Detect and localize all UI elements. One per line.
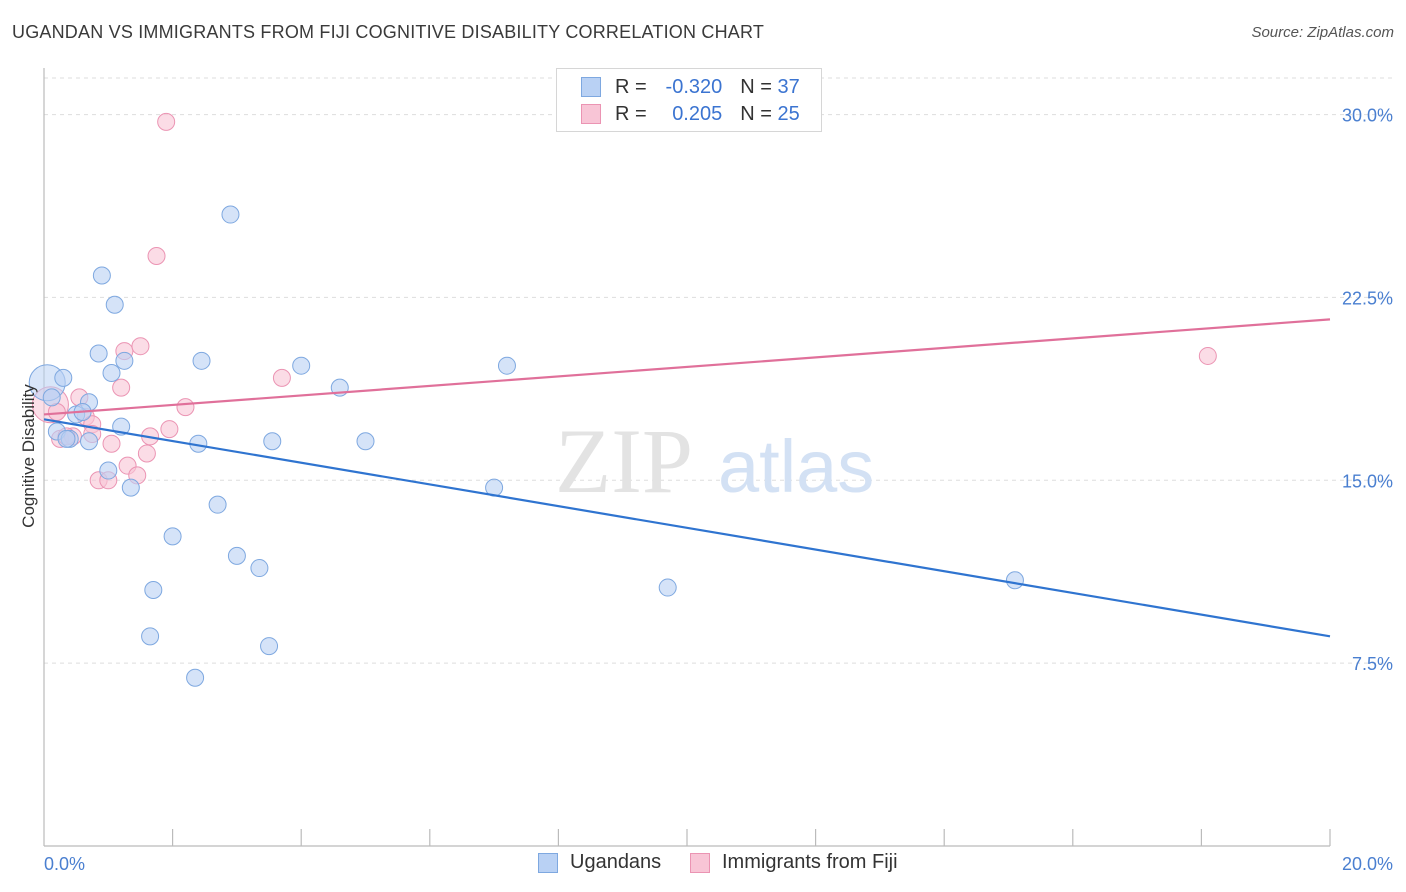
y-tick-label: 7.5% xyxy=(1352,654,1393,674)
legend-r-value: -0.320 xyxy=(665,75,723,98)
legend-box: R = -0.320 N = 37 R = 0.205 N = 25 xyxy=(556,68,822,132)
ugandans-point xyxy=(292,356,311,375)
ugandans-point xyxy=(208,495,227,514)
ugandans-point xyxy=(54,368,73,387)
bottom-legend-swatch-pink xyxy=(690,852,710,873)
chart-title: UGANDAN VS IMMIGRANTS FROM FIJI COGNITIV… xyxy=(12,22,765,42)
watermark-atlas: atlas xyxy=(718,425,874,508)
ugandans-point xyxy=(1005,571,1024,590)
tick-labels: 7.5% 15.0% 22.5% 30.0% 0.0% 20.0% xyxy=(44,106,1393,874)
ugandans-point xyxy=(80,432,99,451)
fiji-point xyxy=(137,444,156,463)
y-tick-label: 15.0% xyxy=(1342,471,1393,491)
grid-lines xyxy=(44,77,1392,664)
legend-r-value: 0.205 xyxy=(672,102,723,125)
ugandans-point xyxy=(57,429,76,448)
watermark: ZIP atlas xyxy=(555,410,874,512)
ugandans-point xyxy=(260,637,279,656)
ugandans-point xyxy=(356,432,375,451)
bottom-legend-fiji: Immigrants from Fiji xyxy=(690,851,898,874)
ugandans-point xyxy=(227,546,246,565)
ugandans-point xyxy=(192,351,211,370)
fiji-trend-line xyxy=(43,318,1331,416)
ugandans-point xyxy=(250,559,269,578)
ugandans-point xyxy=(186,668,205,687)
watermark-zip: ZIP xyxy=(555,410,693,512)
axes xyxy=(43,68,1331,847)
bottom-legend-swatch-blue xyxy=(538,852,558,873)
ugandans-point xyxy=(99,461,118,480)
ugandans-point xyxy=(144,581,163,599)
legend-swatch-pink xyxy=(581,104,601,124)
legend-row-ugandans: R = -0.320 N = 37 xyxy=(581,75,800,99)
trend-lines xyxy=(43,318,1331,638)
fiji-point xyxy=(160,420,179,439)
ugandans-point xyxy=(163,527,182,546)
x-tick-label-max: 20.0% xyxy=(1342,854,1393,874)
legend-swatch-blue xyxy=(581,77,601,97)
ugandans-point xyxy=(92,266,111,285)
fiji-point xyxy=(112,378,131,397)
source-note: Source: ZipAtlas.com xyxy=(1251,24,1394,41)
ugandans-point xyxy=(102,364,121,383)
x-tick-label-min: 0.0% xyxy=(44,854,85,874)
ugandans-trend-line xyxy=(43,418,1331,638)
legend-r-label: R = xyxy=(615,102,647,125)
legend-n-value: 37 xyxy=(777,75,800,98)
ugandans-point xyxy=(89,344,108,363)
ugandans-point xyxy=(42,388,61,407)
ugandans-point xyxy=(221,205,240,224)
ugandans-point xyxy=(497,356,516,375)
legend-n-label: N = xyxy=(740,75,772,98)
bottom-legend-label-fiji: Immigrants from Fiji xyxy=(722,851,898,873)
fiji-point xyxy=(272,368,291,387)
y-tick-label: 30.0% xyxy=(1342,106,1393,126)
ugandans-point xyxy=(105,295,124,314)
ugandans-point xyxy=(658,578,677,597)
ugandans-point xyxy=(115,351,134,370)
fiji-point xyxy=(1198,346,1217,365)
ugandans-point xyxy=(263,432,282,451)
legend-row-fiji: R = 0.205 N = 25 xyxy=(581,102,800,126)
fiji-point xyxy=(131,337,150,356)
ugandans-point xyxy=(121,478,140,497)
bottom-legend-label-ugandans: Ugandans xyxy=(570,851,662,873)
legend-n-label: N = xyxy=(740,102,772,125)
fiji-point xyxy=(147,246,166,265)
fiji-point xyxy=(102,434,121,453)
legend-n-value: 25 xyxy=(777,102,800,125)
y-axis-label: Cognitive Disability xyxy=(19,384,38,528)
y-tick-label: 22.5% xyxy=(1342,288,1393,308)
bottom-legend-ugandans: Ugandans xyxy=(538,851,661,874)
ugandans-point xyxy=(141,627,160,646)
fiji-point xyxy=(157,112,176,131)
fiji-point xyxy=(176,398,195,417)
legend-r-label: R = xyxy=(615,75,647,98)
